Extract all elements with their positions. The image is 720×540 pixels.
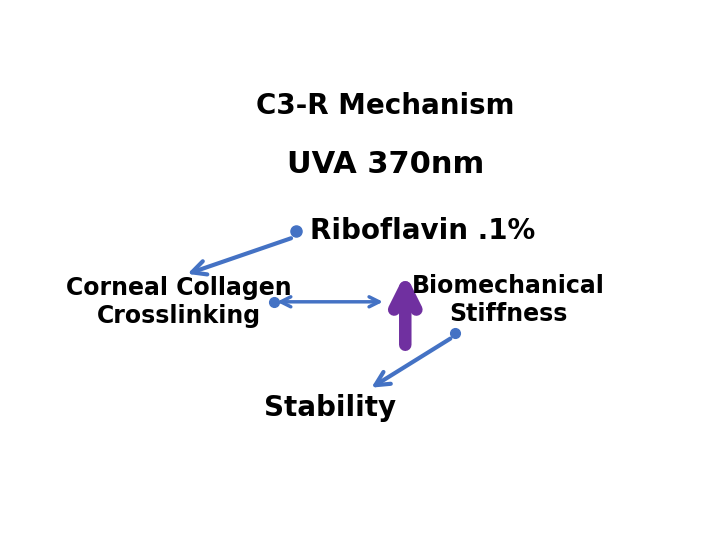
Text: C3-R Mechanism: C3-R Mechanism: [256, 92, 515, 120]
Text: Corneal Collagen
Crosslinking: Corneal Collagen Crosslinking: [66, 276, 292, 328]
Text: Stability: Stability: [264, 394, 396, 422]
Text: Biomechanical
Stiffness: Biomechanical Stiffness: [412, 274, 605, 326]
Text: UVA 370nm: UVA 370nm: [287, 150, 485, 179]
Text: Riboflavin .1%: Riboflavin .1%: [310, 217, 536, 245]
